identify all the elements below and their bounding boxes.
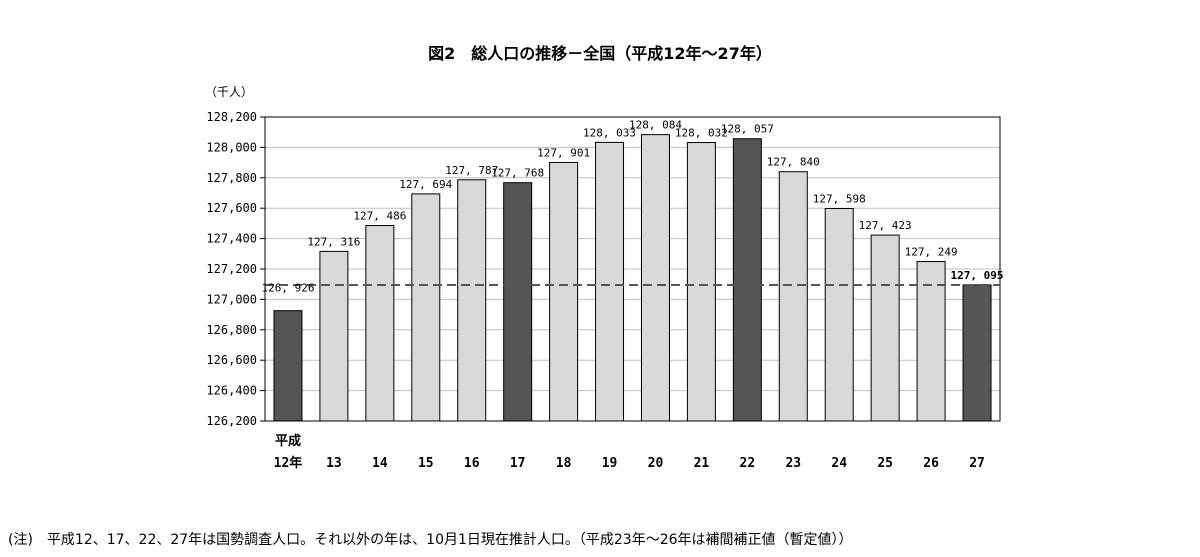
- value-label: 128, 084: [629, 119, 682, 132]
- x-tick-label: 24: [831, 456, 847, 471]
- chart-title: 図2 総人口の推移－全国（平成12年～27年）: [428, 44, 772, 63]
- y-tick-label: 126,400: [206, 384, 257, 398]
- chart-note: (注) 平成12、17、22、27年は国勢調査人口。それ以外の年は、10月1日現…: [8, 532, 853, 548]
- x-tick-label: 21: [694, 456, 710, 471]
- value-label: 127, 598: [813, 193, 866, 206]
- y-axis-unit-label: （千人）: [205, 85, 253, 99]
- bar: [916, 261, 946, 422]
- bar: [962, 284, 992, 422]
- value-label: 127, 787: [445, 164, 498, 177]
- value-label: 126, 926: [261, 282, 314, 295]
- x-tick-label: 16: [464, 456, 480, 471]
- bar: [411, 193, 441, 422]
- y-tick-label: 126,800: [206, 323, 257, 337]
- y-tick-label: 127,000: [206, 292, 257, 306]
- bar: [824, 208, 854, 422]
- x-tick-label: 19: [602, 456, 618, 471]
- bar: [686, 142, 716, 422]
- x-tick-label: 13: [326, 456, 342, 471]
- bar: [503, 182, 533, 422]
- plot-area: 126,200 126,400 126,600 126,800 127,000 127,2…: [206, 110, 1003, 471]
- value-label: 127, 840: [767, 156, 820, 169]
- value-label: 128, 057: [721, 123, 774, 136]
- x-axis-prefix-label: 平成: [275, 433, 301, 449]
- bar: [319, 250, 349, 422]
- x-tick-label: 27: [969, 456, 985, 471]
- value-label: 127, 249: [905, 246, 958, 259]
- bar: [549, 161, 579, 422]
- bar: [365, 225, 395, 422]
- x-tick-label: 22: [740, 456, 756, 471]
- x-tick-label: 25: [877, 456, 893, 471]
- value-label: 127, 768: [491, 167, 544, 180]
- bar: [273, 310, 303, 422]
- bar: [457, 179, 487, 422]
- y-tick-label: 128,000: [206, 140, 257, 154]
- y-tick-label: 126,200: [206, 414, 257, 428]
- x-tick-label: 15: [418, 456, 434, 471]
- bar: [595, 141, 625, 422]
- x-tick-label: 14: [372, 456, 388, 471]
- value-label: 127, 486: [353, 210, 406, 223]
- x-tick-label: 23: [785, 456, 801, 471]
- x-tick-label: 12年: [274, 455, 303, 471]
- value-label: 127, 095: [951, 269, 1004, 282]
- value-label: 127, 316: [307, 235, 360, 248]
- x-tick-label: 17: [510, 456, 526, 471]
- x-tick-label: 26: [923, 456, 939, 471]
- value-label: 127, 694: [399, 178, 452, 191]
- y-tick-label: 127,800: [206, 171, 257, 185]
- x-tick-label: 20: [648, 456, 664, 471]
- x-tick-label: 18: [556, 456, 572, 471]
- bar: [778, 171, 808, 422]
- bar: [640, 134, 670, 422]
- y-tick-label: 127,400: [206, 232, 257, 246]
- y-tick-label: 126,600: [206, 353, 257, 367]
- y-tick-label: 127,600: [206, 201, 257, 215]
- y-tick-label: 128,200: [206, 110, 257, 124]
- plot-frame: [264, 116, 1001, 422]
- y-tick-label: 127,200: [206, 262, 257, 276]
- value-label: 127, 423: [859, 219, 912, 232]
- bar: [732, 138, 762, 422]
- value-label: 128, 032: [675, 127, 728, 140]
- bar: [870, 234, 900, 422]
- value-label: 128, 033: [583, 126, 636, 139]
- value-label: 127, 901: [537, 146, 590, 159]
